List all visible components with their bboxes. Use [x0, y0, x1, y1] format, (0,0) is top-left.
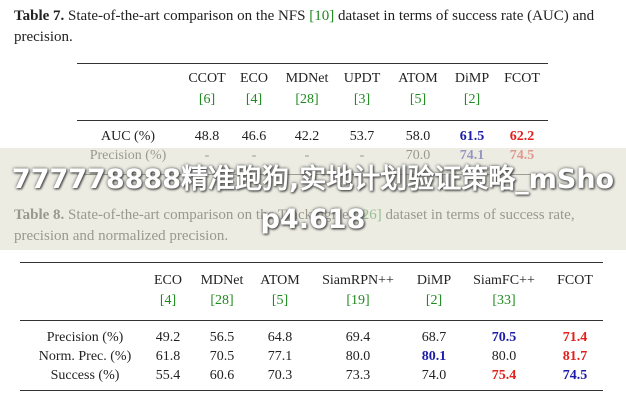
column-header: CCOT [188, 71, 226, 86]
column-ref: [5] [271, 293, 289, 308]
column-header: DiMP [416, 273, 452, 288]
table-cell: 49.2 [155, 330, 181, 345]
table-cell: 69.4 [345, 330, 371, 345]
table-cell: 64.8 [267, 330, 293, 345]
column-ref: [19] [346, 293, 370, 308]
row-label: AUC (%) [100, 129, 156, 144]
caption-label: Table 7. [14, 8, 65, 24]
table-cell: 62.2 [509, 129, 535, 144]
table-rule [20, 320, 603, 321]
column-header: ATOM [398, 71, 438, 86]
column-header: SiamRPN++ [322, 273, 394, 288]
column-ref: [33] [492, 293, 516, 308]
column-ref: [6] [198, 92, 216, 107]
table-cell: 70.5 [209, 349, 235, 364]
table-cell: 70.3 [267, 368, 293, 383]
column-header: MDNet [200, 273, 244, 288]
table-cell: 74.0 [421, 368, 447, 383]
table-cell: 61.8 [155, 349, 181, 364]
column-header: DiMP [454, 71, 490, 86]
column-header: FCOT [557, 273, 593, 288]
table-rule [20, 390, 603, 391]
column-header: FCOT [504, 71, 540, 86]
column-ref: [4] [159, 293, 177, 308]
table-cell: 80.0 [491, 349, 517, 364]
table-cell: 56.5 [209, 330, 235, 345]
table-cell: 75.4 [491, 368, 517, 383]
table-cell: 60.6 [209, 368, 235, 383]
column-ref: [28] [210, 293, 234, 308]
row-label: Norm. Prec. (%) [38, 349, 132, 364]
caption-text: State-of-the-art comparison on the NFS [68, 8, 306, 24]
column-ref: [5] [409, 92, 427, 107]
table-rule [20, 262, 603, 263]
table-cell: 80.0 [345, 349, 371, 364]
table-cell: 81.7 [562, 349, 588, 364]
table-cell: 61.5 [459, 129, 485, 144]
column-header: ECO [240, 71, 268, 86]
caption-text: dataset in terms of success rate (AUC) a… [14, 8, 595, 45]
table-cell: 53.7 [349, 129, 375, 144]
column-header: ECO [154, 273, 182, 288]
table-cell: 70.5 [491, 330, 517, 345]
table-rule [77, 120, 548, 121]
table-cell: 46.6 [241, 129, 267, 144]
table-cell: 58.0 [405, 129, 431, 144]
column-header: MDNet [285, 71, 329, 86]
table-rule [77, 63, 548, 64]
row-label: Precision (%) [46, 330, 124, 345]
column-ref: [4] [245, 92, 263, 107]
column-ref: [3] [353, 92, 371, 107]
table-cell: 68.7 [421, 330, 447, 345]
table-cell: 80.1 [421, 349, 447, 364]
column-ref: [2] [425, 293, 443, 308]
table-cell: 48.8 [194, 129, 220, 144]
table-cell: 42.2 [294, 129, 320, 144]
column-ref: [28] [295, 92, 319, 107]
column-header: UPDT [343, 71, 381, 86]
table-cell: 71.4 [562, 330, 588, 345]
table-cell: 74.5 [562, 368, 588, 383]
column-header: SiamFC++ [473, 273, 535, 288]
watermark-band [0, 148, 626, 250]
table-cell: 55.4 [155, 368, 181, 383]
table-caption: Table 7. State-of-the-art comparison on … [14, 6, 614, 48]
row-label: Success (%) [50, 368, 120, 383]
watermark-text: 777778888精准跑狗,实地计划验证策略_mShop4.618 [11, 164, 615, 235]
table-cell: 73.3 [345, 368, 371, 383]
table-cell: 77.1 [267, 349, 293, 364]
caption-ref: [10] [309, 8, 335, 24]
column-ref: [2] [463, 92, 481, 107]
column-header: ATOM [260, 273, 300, 288]
